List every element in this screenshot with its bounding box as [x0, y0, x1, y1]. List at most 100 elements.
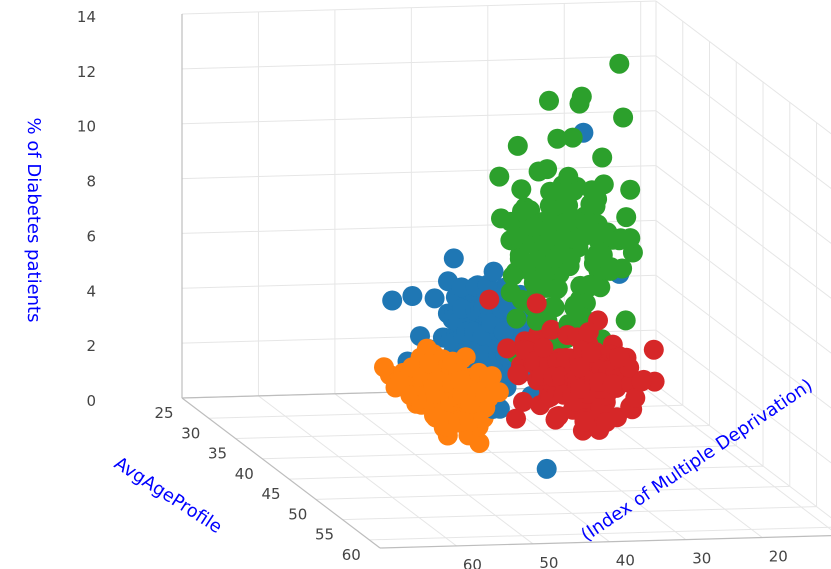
data-point [402, 286, 423, 306]
data-point [569, 357, 590, 378]
z-axis-title: % of Diabetes patients [23, 118, 44, 323]
data-point [541, 319, 562, 340]
data-point [548, 244, 569, 265]
data-point [443, 248, 464, 269]
gridline [289, 465, 764, 480]
gridline [262, 445, 737, 460]
gridline [181, 55, 657, 70]
x-tick-label: 30 [181, 424, 200, 442]
y-axis-line-front [379, 535, 831, 549]
data-point [593, 174, 614, 195]
data-point [493, 321, 514, 342]
data-point [578, 322, 599, 343]
gridline [369, 526, 831, 541]
x-axis-title: AvgAgeProfile [110, 453, 226, 538]
z-tick-label: 0 [86, 392, 96, 410]
data-point [546, 279, 567, 300]
data-point [593, 222, 614, 243]
data-point [451, 277, 472, 298]
data-point [625, 387, 646, 408]
y-tick-labels: 102030405060 [463, 548, 788, 569]
x-axis-line [181, 397, 381, 549]
data-point [539, 90, 559, 111]
gridline [655, 165, 831, 299]
data-point [416, 338, 437, 359]
data-point [390, 371, 411, 392]
data-point [579, 274, 600, 295]
data-point [556, 182, 576, 203]
data-point [592, 245, 613, 265]
data-point [596, 412, 617, 432]
gridline [258, 395, 457, 547]
data-point [643, 339, 664, 360]
y-tick-label: 60 [463, 556, 482, 569]
data-point [483, 261, 504, 282]
data-point [631, 371, 652, 392]
data-point [488, 382, 509, 403]
x-tick-label: 60 [342, 546, 361, 564]
y-tick-label: 50 [539, 554, 558, 569]
x-tick-label: 35 [208, 445, 227, 463]
gridline [655, 329, 831, 464]
data-point [613, 107, 634, 128]
data-point [574, 411, 595, 432]
z-tick-label: 2 [86, 337, 96, 355]
data-point [479, 289, 500, 310]
gridline [181, 165, 657, 180]
data-point [450, 370, 471, 391]
z-tick-label: 12 [77, 63, 96, 81]
data-point [537, 159, 558, 180]
data-point [552, 229, 573, 249]
data-point [616, 207, 637, 228]
data-point [547, 128, 568, 149]
data-point [506, 408, 526, 429]
gridline [655, 55, 831, 190]
x-tick-label: 25 [154, 404, 173, 422]
data-point [502, 265, 523, 286]
y-tick-label: 20 [769, 548, 788, 566]
data-point [374, 357, 394, 378]
data-point [600, 260, 621, 281]
data-point [511, 179, 532, 200]
gridline [181, 110, 657, 125]
x-tick-label: 50 [288, 505, 307, 523]
z-tick-label: 4 [86, 282, 96, 300]
data-point [533, 337, 554, 358]
data-point [571, 86, 592, 107]
data-point [524, 216, 545, 237]
data-point [592, 147, 613, 168]
gridline [334, 393, 534, 545]
gridline [181, 0, 657, 15]
z-tick-label: 6 [86, 227, 96, 245]
grid-layer [181, 0, 831, 547]
data-point [489, 166, 510, 187]
z-tick-label: 10 [77, 118, 96, 136]
data-point [558, 166, 579, 187]
data-point [609, 53, 630, 74]
gridline [655, 110, 831, 244]
data-point [609, 347, 630, 368]
z-tick-label: 8 [86, 173, 96, 191]
data-point [509, 248, 530, 269]
gridline [655, 0, 831, 135]
y-tick-label: 30 [692, 550, 711, 568]
x-tick-label: 45 [261, 485, 280, 503]
data-points [374, 53, 665, 479]
z-tick-labels: 0 2 4 6 8 10 12 14 [77, 8, 96, 410]
data-point [581, 342, 601, 363]
data-point [507, 135, 528, 156]
data-point [546, 406, 567, 427]
data-point [497, 338, 518, 359]
data-point [541, 199, 562, 220]
data-point [419, 353, 439, 374]
data-point [479, 368, 499, 389]
data-point [382, 290, 403, 311]
data-point [620, 179, 641, 200]
x-tick-labels: 25 30 35 40 45 50 55 60 [154, 404, 360, 564]
x-tick-label: 40 [235, 465, 254, 483]
gridline [315, 485, 790, 500]
data-point [562, 127, 583, 148]
data-point [544, 297, 565, 318]
gridline [655, 220, 831, 354]
